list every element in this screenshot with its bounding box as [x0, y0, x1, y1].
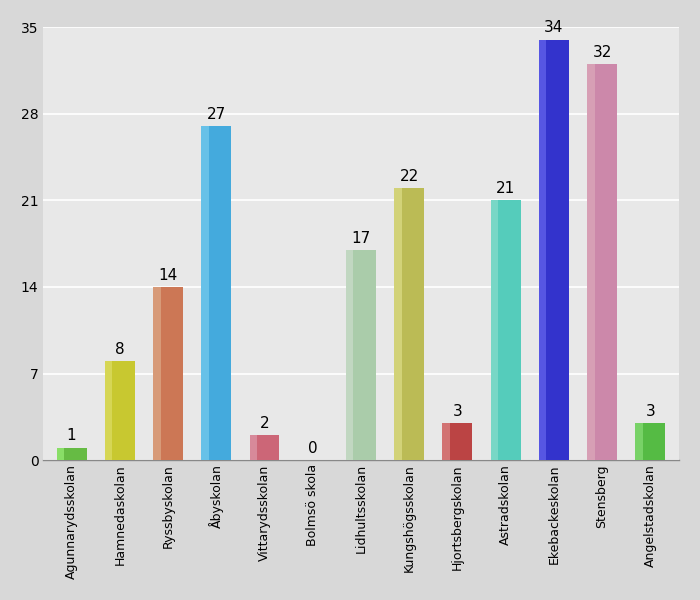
Text: 21: 21 [496, 181, 515, 196]
Bar [153, 287, 183, 460]
Bar [636, 423, 665, 460]
Text: 17: 17 [351, 230, 370, 245]
Bar [419, 188, 424, 460]
Bar [516, 200, 521, 460]
Bar [468, 423, 472, 460]
Bar [105, 361, 112, 460]
Text: 3: 3 [645, 404, 655, 419]
Text: 22: 22 [400, 169, 419, 184]
Bar [442, 423, 450, 460]
Bar [491, 200, 498, 460]
Bar [442, 423, 472, 460]
Text: 3: 3 [452, 404, 462, 419]
Bar [82, 448, 87, 460]
Bar [57, 448, 64, 460]
Bar [587, 64, 594, 460]
Text: 34: 34 [544, 20, 564, 35]
Bar [249, 436, 279, 460]
Bar [202, 126, 209, 460]
Bar [372, 250, 376, 460]
Bar [249, 436, 257, 460]
Bar [394, 188, 424, 460]
Bar [539, 40, 568, 460]
Text: 27: 27 [206, 107, 226, 122]
Bar [153, 287, 160, 460]
Bar [346, 250, 376, 460]
Bar [661, 423, 665, 460]
Bar [178, 287, 183, 460]
Text: 0: 0 [308, 441, 318, 456]
Bar [539, 40, 546, 460]
Text: 32: 32 [592, 45, 612, 60]
Bar [130, 361, 134, 460]
Bar [57, 448, 87, 460]
Bar [105, 361, 134, 460]
Bar [636, 423, 643, 460]
Text: 8: 8 [115, 342, 125, 357]
Bar [202, 126, 231, 460]
Bar [612, 64, 617, 460]
Text: 2: 2 [260, 416, 270, 431]
Bar [491, 200, 521, 460]
Bar [346, 250, 354, 460]
Bar [394, 188, 402, 460]
Bar [227, 126, 231, 460]
Bar [275, 436, 279, 460]
Text: 14: 14 [158, 268, 178, 283]
Text: 1: 1 [66, 428, 76, 443]
Bar [564, 40, 568, 460]
Bar [587, 64, 617, 460]
